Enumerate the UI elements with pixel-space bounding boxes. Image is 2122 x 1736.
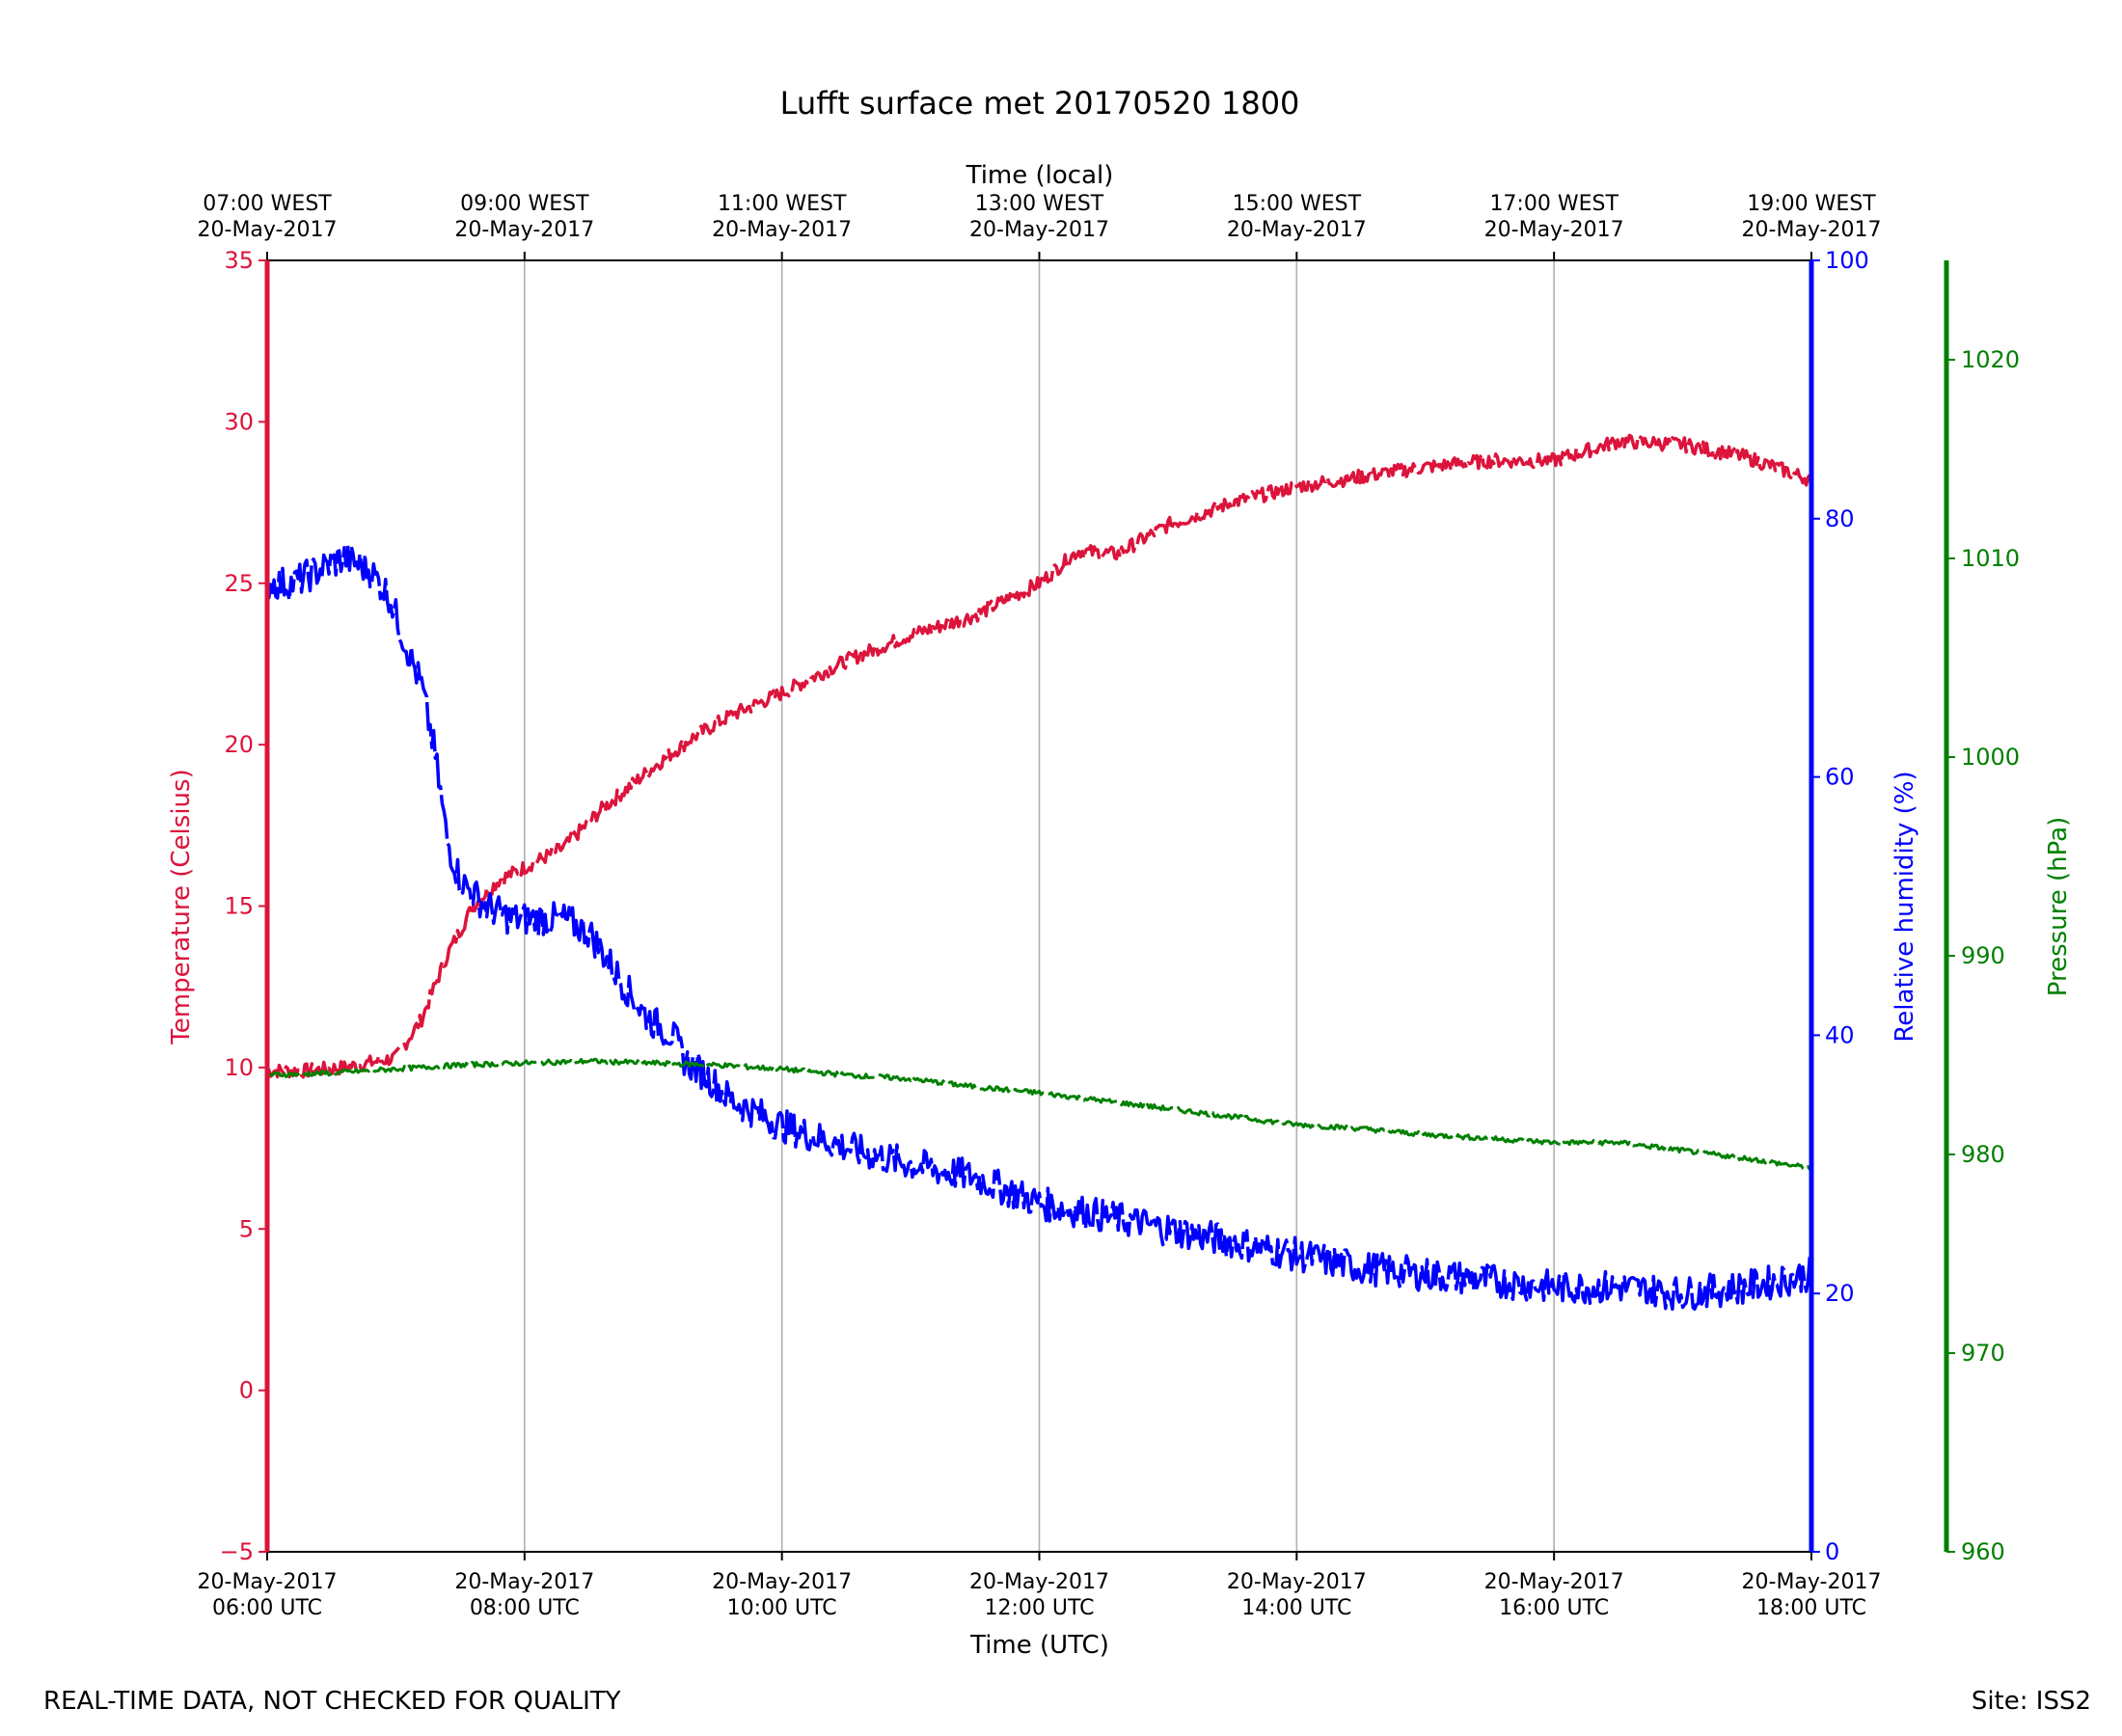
- temperature-tick-label: 15: [224, 893, 254, 920]
- x-tick-label-bottom-date: 20-May-2017: [1227, 1570, 1367, 1594]
- pressure-tick-label: 960: [1961, 1538, 2005, 1565]
- temperature-series: [266, 433, 1812, 1079]
- pressure-tick-label: 970: [1961, 1340, 2005, 1367]
- temperature-tick-label: 25: [224, 570, 254, 597]
- x-tick-label-bottom-date: 20-May-2017: [1484, 1570, 1624, 1594]
- x-tick-label-top-date: 20-May-2017: [1227, 218, 1367, 242]
- temperature-tick-label: 5: [239, 1215, 254, 1242]
- temperature-tick-label: 10: [224, 1054, 254, 1081]
- temperature-tick-label: −5: [220, 1538, 254, 1565]
- pressure-tick-label: 1000: [1961, 744, 2020, 771]
- humidity-tick-label: 20: [1825, 1280, 1855, 1307]
- pressure-tick-label: 990: [1961, 942, 2005, 969]
- x-axis-bottom-label: Time (UTC): [969, 1631, 1109, 1660]
- temperature-line: [266, 433, 1812, 1079]
- temperature-tick-label: 30: [224, 408, 254, 435]
- x-tick-label-top-date: 20-May-2017: [1742, 218, 1882, 242]
- temperature-tick-label: 20: [224, 731, 254, 758]
- x-tick-label-bottom-time: 14:00 UTC: [1241, 1596, 1351, 1620]
- series-layer: [265, 433, 1813, 1312]
- pressure-axis-label: Pressure (hPa): [2044, 817, 2073, 997]
- x-tick-label-top-time: 13:00 WEST: [975, 192, 1104, 216]
- humidity-tick-label: 60: [1825, 764, 1855, 791]
- x-tick-label-bottom-time: 12:00 UTC: [984, 1596, 1094, 1620]
- x-tick-label-top-time: 09:00 WEST: [460, 192, 589, 216]
- x-tick-label-bottom-time: 06:00 UTC: [212, 1596, 322, 1620]
- temperature-axis-label: Temperature (Celsius): [167, 769, 196, 1044]
- x-tick-label-top-date: 20-May-2017: [969, 218, 1109, 242]
- pressure-tick-label: 1010: [1961, 545, 2020, 572]
- x-tick-label-bottom-date: 20-May-2017: [969, 1570, 1109, 1594]
- temperature-tick-label: 0: [239, 1377, 254, 1404]
- humidity-tick-label: 0: [1825, 1538, 1839, 1565]
- x-tick-label-bottom-date: 20-May-2017: [198, 1570, 338, 1594]
- humidity-line: [265, 543, 1813, 1312]
- x-tick-label-top-time: 17:00 WEST: [1489, 192, 1619, 216]
- temperature-tick-label: 35: [224, 247, 254, 274]
- humidity-axis-label: Relative humidity (%): [1891, 771, 1919, 1042]
- x-tick-label-top-date: 20-May-2017: [1484, 218, 1624, 242]
- x-tick-label-top-time: 07:00 WEST: [203, 192, 332, 216]
- x-tick-label-bottom-date: 20-May-2017: [1742, 1570, 1882, 1594]
- pressure-tick-label: 980: [1961, 1141, 2005, 1168]
- humidity-tick-label: 80: [1825, 505, 1855, 532]
- quality-note: REAL-TIME DATA, NOT CHECKED FOR QUALITY: [43, 1687, 621, 1716]
- x-tick-label-top-date: 20-May-2017: [454, 218, 594, 242]
- site-label: Site: ISS2: [1972, 1687, 2091, 1716]
- pressure-series: [266, 1057, 1813, 1171]
- pressure-tick-label: 1020: [1961, 346, 2020, 373]
- x-tick-label-top-time: 15:00 WEST: [1233, 192, 1362, 216]
- x-tick-label-top-date: 20-May-2017: [712, 218, 852, 242]
- humidity-tick-label: 100: [1825, 247, 1869, 274]
- x-tick-label-bottom-time: 08:00 UTC: [470, 1596, 580, 1620]
- x-tick-label-bottom-time: 10:00 UTC: [727, 1596, 837, 1620]
- chart-title: Lufft surface met 20170520 1800: [780, 85, 1300, 122]
- humidity-series: [265, 543, 1813, 1312]
- x-axis-top-label: Time (local): [966, 161, 1114, 190]
- humidity-tick-label: 40: [1825, 1021, 1855, 1048]
- x-tick-label-top-time: 11:00 WEST: [718, 192, 847, 216]
- x-tick-label-bottom-time: 16:00 UTC: [1499, 1596, 1609, 1620]
- x-tick-label-bottom-time: 18:00 UTC: [1756, 1596, 1866, 1620]
- x-tick-label-bottom-date: 20-May-2017: [454, 1570, 594, 1594]
- x-tick-label-top-time: 19:00 WEST: [1747, 192, 1876, 216]
- x-tick-label-bottom-date: 20-May-2017: [712, 1570, 852, 1594]
- grid-lines: [524, 260, 1555, 1552]
- pressure-line: [266, 1057, 1813, 1171]
- x-tick-label-top-date: 20-May-2017: [198, 218, 338, 242]
